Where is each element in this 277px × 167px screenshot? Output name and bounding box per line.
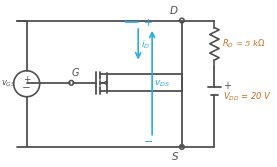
Text: $R_D$ = 5 k$\Omega$: $R_D$ = 5 k$\Omega$ bbox=[222, 38, 266, 50]
Text: +: + bbox=[223, 81, 231, 91]
Text: S: S bbox=[171, 152, 178, 161]
Text: $i_D$: $i_D$ bbox=[141, 38, 150, 51]
Text: −: − bbox=[22, 83, 31, 93]
Text: $v_{DS}$: $v_{DS}$ bbox=[154, 78, 170, 89]
Text: $V_{DD}$ = 20 V: $V_{DD}$ = 20 V bbox=[223, 91, 272, 103]
Text: D: D bbox=[170, 6, 178, 16]
Text: +: + bbox=[144, 18, 153, 28]
Text: −: − bbox=[144, 137, 153, 147]
Text: G: G bbox=[71, 68, 79, 78]
Text: +: + bbox=[23, 75, 30, 84]
Text: $v_{GS}$: $v_{GS}$ bbox=[1, 78, 16, 89]
